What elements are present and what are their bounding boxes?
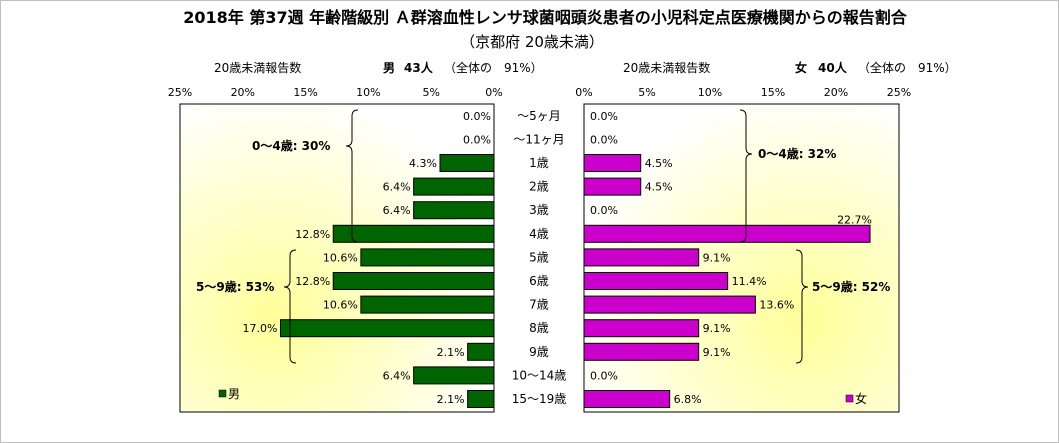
male-bar	[360, 295, 495, 314]
male-data-label: 0.0%	[463, 133, 491, 146]
male-bar	[413, 177, 495, 196]
male-data-label: 0.0%	[463, 110, 491, 123]
category-label: ～11ヶ月	[513, 132, 564, 146]
female-header-share: （全体の 91%）	[858, 60, 957, 75]
male-x-tick-label: 20%	[231, 86, 255, 99]
male-bar	[413, 201, 495, 220]
female-x-tick-label: 10%	[698, 86, 722, 99]
female-data-label: 11.4%	[732, 275, 767, 288]
female-legend-label: 女	[855, 391, 867, 406]
category-label: 10～14歳	[512, 368, 567, 382]
male-header-count: 43人	[404, 60, 434, 75]
female-data-label: 0.0%	[590, 204, 618, 217]
male-bar	[360, 248, 495, 267]
female-bar	[583, 295, 756, 314]
female-bar	[583, 224, 871, 243]
male-data-label: 6.4%	[383, 181, 411, 194]
category-label: 15～19歳	[512, 392, 567, 406]
female-data-label: 0.0%	[590, 133, 618, 146]
female-x-tick-label: 20%	[824, 86, 848, 99]
category-label: 1歳	[529, 156, 549, 170]
male-data-label: 6.4%	[383, 369, 411, 382]
category-label: 5歳	[529, 250, 549, 264]
male-data-label: 12.8%	[295, 228, 330, 241]
male-bar	[279, 319, 495, 338]
female-x-tick-label: 25%	[887, 86, 911, 99]
category-label: 2歳	[529, 180, 549, 194]
male-bar	[467, 342, 495, 361]
male-x-tick-label: 5%	[422, 86, 439, 99]
male-group-label-0-4: 0～4歳: 30%	[252, 138, 330, 153]
male-x-tick-label: 25%	[168, 86, 192, 99]
male-data-label: 2.1%	[437, 393, 465, 406]
male-data-label: 6.4%	[383, 204, 411, 217]
female-data-label: 0.0%	[590, 110, 618, 123]
male-x-tick-label: 10%	[356, 86, 380, 99]
female-bracket-0-4	[739, 109, 753, 243]
category-label: 8歳	[529, 321, 549, 335]
female-count-label: 20歳未満報告数	[623, 60, 710, 75]
female-header-sex: 女	[795, 60, 807, 75]
female-header-count: 40人	[818, 60, 848, 75]
male-legend-swatch	[218, 389, 227, 398]
male-bracket-5-9	[283, 249, 297, 364]
male-data-label: 12.8%	[295, 275, 330, 288]
male-data-label: 2.1%	[437, 346, 465, 359]
female-x-tick-label: 0%	[575, 86, 592, 99]
male-data-label: 10.6%	[323, 251, 358, 264]
female-data-label: 9.1%	[703, 346, 731, 359]
male-header-share: （全体の 91%）	[444, 60, 543, 75]
female-bar	[583, 272, 729, 290]
category-label: ～5ヶ月	[517, 109, 561, 123]
female-x-tick-label: 15%	[761, 86, 785, 99]
female-group-label-5-9: 5～9歳: 52%	[812, 279, 890, 294]
female-bar	[583, 319, 700, 338]
category-label: 7歳	[529, 298, 549, 312]
male-count-label: 20歳未満報告数	[214, 60, 301, 75]
male-bar	[332, 224, 495, 243]
chart-title: 2018年 第37週 年齢階級別 Ａ群溶血性レンサ球菌咽頭炎患者の小児科定点医療…	[183, 8, 908, 27]
category-label: 9歳	[529, 345, 549, 359]
male-group-label-5-9: 5～9歳: 53%	[196, 279, 274, 294]
male-x-tick-label: 15%	[293, 86, 317, 99]
male-legend-label: 男	[228, 387, 240, 401]
female-data-label: 22.7%	[837, 213, 872, 226]
female-data-label: 4.5%	[645, 157, 673, 170]
category-label: 6歳	[529, 274, 549, 288]
male-bracket-0-4	[345, 109, 359, 243]
category-label: 4歳	[529, 227, 549, 241]
female-data-label: 4.5%	[645, 181, 673, 194]
chart-subtitle: （京都府 20歳未満）	[460, 33, 604, 51]
female-data-label: 9.1%	[703, 251, 731, 264]
female-data-label: 9.1%	[703, 322, 731, 335]
category-label: 3歳	[529, 203, 549, 217]
female-data-label: 6.8%	[674, 393, 702, 406]
female-bracket-5-9	[795, 249, 809, 364]
female-bar	[583, 342, 700, 361]
female-bar	[583, 154, 642, 172]
male-bar	[439, 154, 495, 172]
female-data-label: 13.6%	[759, 299, 794, 312]
male-data-label: 10.6%	[323, 299, 358, 312]
male-bar	[467, 390, 495, 408]
female-data-label: 0.0%	[590, 369, 618, 382]
male-bar	[413, 366, 495, 385]
female-bar	[583, 390, 671, 408]
female-bar	[583, 177, 642, 196]
male-data-label: 17.0%	[243, 322, 278, 335]
male-data-label: 4.3%	[409, 157, 437, 170]
male-x-tick-label: 0%	[485, 86, 502, 99]
female-legend-swatch	[845, 394, 854, 403]
female-x-tick-label: 5%	[638, 86, 655, 99]
female-group-label-0-4: 0～4歳: 32%	[758, 146, 836, 161]
female-bar	[583, 248, 700, 267]
male-bar	[332, 272, 495, 290]
male-header-sex: 男	[383, 61, 395, 75]
